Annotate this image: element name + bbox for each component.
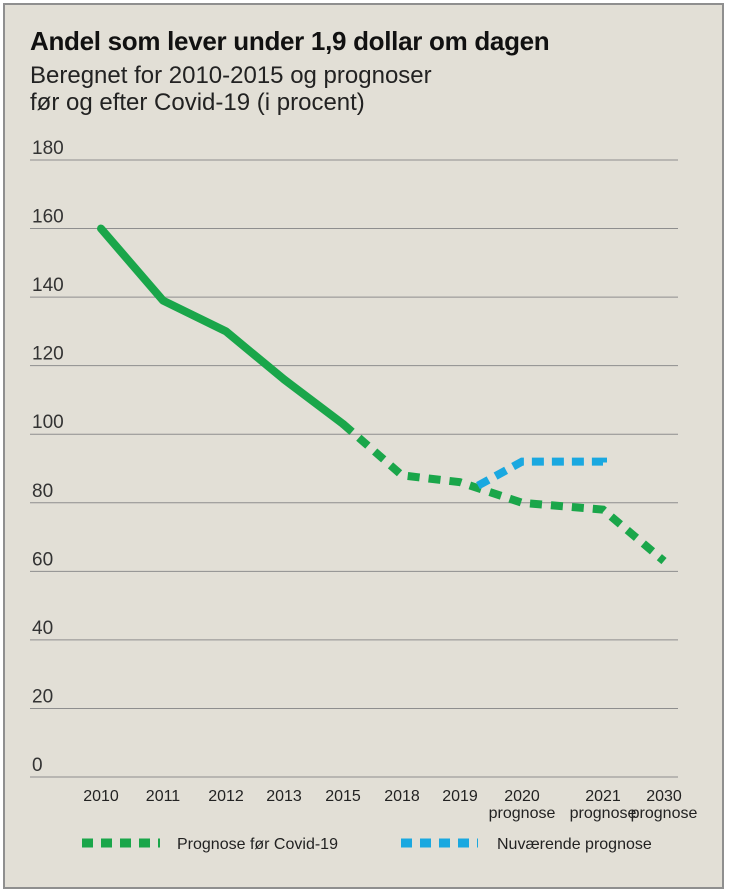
series-lines: [97, 224, 667, 565]
x-tick-label: 2011: [146, 788, 181, 805]
x-tick-label-sub: prognose: [489, 805, 556, 822]
legend: Prognose før Covid-19 Nuværende prognose: [82, 836, 652, 853]
series-line-dashed-green: [340, 420, 667, 565]
y-tick-label: 100: [32, 412, 64, 433]
y-tick-label: 20: [32, 686, 53, 707]
y-tick-label: 180: [32, 138, 64, 159]
series-line-dashed-blue: [476, 457, 607, 490]
x-tick-label: 2020: [504, 788, 540, 805]
x-tick-label: 2012: [208, 788, 244, 805]
y-tick-label: 0: [32, 755, 43, 776]
x-tick-label: 2015: [325, 788, 361, 805]
chart-subtitle: Beregnet for 2010-2015 og prognoser før …: [30, 62, 590, 116]
legend-label-blue: Nuværende prognose: [497, 836, 652, 853]
y-tick-label: 40: [32, 618, 53, 639]
y-tick-label: 60: [32, 549, 53, 570]
x-tick-label-sub: prognose: [570, 805, 637, 822]
x-tick-label: 2030: [646, 788, 682, 805]
y-tick-label: 120: [32, 344, 64, 365]
x-tick-label: 2018: [384, 788, 420, 805]
y-tick-label: 160: [32, 207, 64, 228]
chart-subtitle-line2: før og efter Covid-19 (i procent): [30, 89, 365, 116]
grid-lines: [30, 159, 678, 778]
x-axis-ticks: 2010 2011 2012 2013 2015 2018 2019 2020prognose…: [83, 788, 697, 822]
legend-label-green: Prognose før Covid-19: [177, 836, 338, 853]
y-axis-ticks: 0 20 40 60 80 100 120 140 160 180: [32, 138, 64, 776]
x-tick-label: 2013: [266, 788, 302, 805]
y-tick-label: 140: [32, 275, 64, 296]
chart-subtitle-line1: Beregnet for 2010-2015 og prognoser: [30, 62, 432, 89]
chart-title: Andel som lever under 1,9 dollar om dage…: [30, 26, 550, 56]
x-tick-label: 2010: [83, 788, 119, 805]
x-tick-label-sub: prognose: [631, 805, 698, 822]
x-tick-label: 2021: [585, 788, 621, 805]
series-line-solid-green: [97, 224, 347, 428]
x-tick-label: 2019: [442, 788, 478, 805]
y-tick-label: 80: [32, 481, 53, 502]
